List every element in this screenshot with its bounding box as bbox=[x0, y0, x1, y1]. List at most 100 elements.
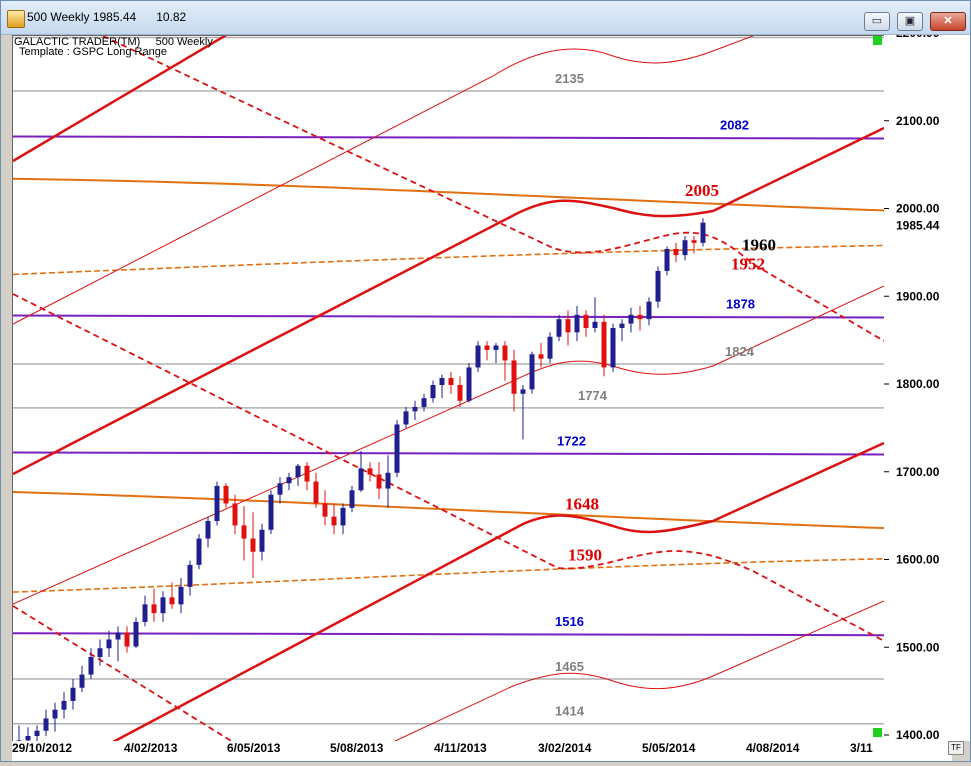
header-line-2: Template : GSPC Long Range bbox=[19, 46, 167, 58]
candle bbox=[592, 321, 598, 328]
header-line-1: GALACTIC TRADER(TM) 500 Weekly bbox=[14, 36, 213, 48]
candle bbox=[232, 503, 238, 526]
candle bbox=[340, 507, 346, 526]
x-tick-label: 4/11/2013 bbox=[434, 741, 487, 755]
level-label-1960: 1960 bbox=[742, 236, 776, 255]
level-line-2082 bbox=[13, 135, 884, 140]
level-label-2005: 2005 bbox=[685, 181, 719, 200]
candle bbox=[538, 354, 544, 359]
candle bbox=[115, 632, 121, 640]
candle bbox=[97, 648, 103, 658]
candle bbox=[385, 472, 391, 489]
candle bbox=[358, 468, 364, 491]
y-tick-label: 1900.00 bbox=[896, 289, 940, 303]
candle bbox=[259, 529, 265, 552]
candle bbox=[304, 465, 310, 482]
candle bbox=[250, 538, 256, 552]
candle bbox=[106, 639, 112, 649]
candle bbox=[169, 597, 175, 605]
candle bbox=[277, 483, 283, 495]
y-tick-label: 1400.00 bbox=[896, 728, 940, 741]
orange-curve-upper-dashed bbox=[13, 244, 884, 276]
candle bbox=[556, 319, 562, 337]
level-label-2082: 2082 bbox=[720, 118, 749, 133]
plot-area[interactable]: 2196213520822005196019521878182417741722… bbox=[12, 35, 885, 743]
x-axis-svg: 29/10/2012 4/02/2013 6/05/2013 5/08/2013 4/1… bbox=[12, 741, 873, 755]
candle bbox=[520, 389, 526, 394]
level-line-1878 bbox=[13, 314, 884, 319]
candle bbox=[547, 336, 553, 359]
close-button[interactable]: ✕ bbox=[930, 12, 966, 31]
level-label-1516: 1516 bbox=[555, 614, 584, 629]
candle bbox=[394, 424, 400, 473]
candle bbox=[601, 321, 607, 368]
status-marker-top bbox=[873, 36, 882, 45]
candle bbox=[466, 367, 472, 401]
y-tick-label: 1700.00 bbox=[896, 465, 940, 479]
candle bbox=[214, 485, 220, 522]
orange-curve-lower-dashed bbox=[13, 557, 884, 593]
level-label-1952: 1952 bbox=[731, 255, 765, 274]
candle bbox=[484, 345, 490, 350]
price-chart-svg: 2196213520822005196019521878182417741722… bbox=[13, 36, 884, 742]
minimize-button[interactable]: ▭ bbox=[864, 12, 890, 31]
red-channel-line-2 bbox=[13, 126, 884, 476]
restore-button[interactable]: ▣ bbox=[897, 12, 923, 31]
red-dashed-curve-upper bbox=[102, 36, 884, 342]
candle bbox=[241, 525, 247, 539]
y-tick-label: 1600.00 bbox=[896, 553, 940, 567]
x-axis[interactable]: 29/10/2012 4/02/2013 6/05/2013 5/08/2013 4/1… bbox=[12, 741, 952, 761]
candle bbox=[205, 521, 211, 539]
level-line-1722 bbox=[13, 451, 884, 456]
level-label-2135: 2135 bbox=[555, 71, 584, 86]
candle bbox=[268, 494, 274, 530]
level-label-1414: 1414 bbox=[555, 704, 585, 719]
candle bbox=[376, 474, 382, 489]
red-thin-line-2 bbox=[13, 285, 884, 605]
candle bbox=[655, 270, 661, 302]
orange-curve-lower bbox=[13, 491, 884, 530]
candle bbox=[313, 481, 319, 504]
candle bbox=[349, 490, 355, 508]
red-dashed-curve-lower bbox=[13, 293, 884, 642]
candle bbox=[457, 385, 463, 401]
candle bbox=[142, 604, 148, 622]
candle bbox=[223, 485, 229, 504]
x-tick-label: 29/10/2012 bbox=[12, 741, 72, 755]
candle bbox=[646, 301, 652, 320]
x-tick-label: 4/02/2013 bbox=[124, 741, 178, 755]
window-title: 500 Weekly 1985.44 10.82 bbox=[27, 10, 187, 24]
candle bbox=[196, 538, 202, 565]
red-channel-line-1 bbox=[13, 36, 228, 163]
candle bbox=[187, 564, 193, 587]
timeframe-button[interactable]: TF bbox=[948, 741, 964, 755]
candle bbox=[79, 674, 85, 688]
y-tick-label: 1500.00 bbox=[896, 640, 940, 654]
candle bbox=[493, 345, 499, 350]
candle bbox=[124, 632, 130, 647]
red-thin-line-3 bbox=[392, 600, 884, 742]
candle bbox=[619, 323, 625, 328]
candle bbox=[448, 377, 454, 385]
candle bbox=[610, 327, 616, 368]
candle bbox=[682, 240, 688, 256]
red-thin-line-1 bbox=[13, 36, 755, 325]
level-label-1648: 1648 bbox=[565, 494, 599, 513]
level-label-1878: 1878 bbox=[726, 297, 755, 312]
candle bbox=[583, 314, 589, 328]
x-tick-label: 5/08/2013 bbox=[330, 741, 384, 755]
candle bbox=[439, 377, 445, 385]
last-price-label: 1985.44 bbox=[896, 218, 940, 232]
y-axis[interactable]: 1400.00 1500.00 1600.00 1700.00 1800.00 1900.… bbox=[884, 26, 970, 742]
title-bar[interactable]: 500 Weekly 1985.44 10.82 ▭ ▣ ✕ bbox=[1, 1, 970, 35]
candle bbox=[700, 222, 706, 243]
orange-curve-upper bbox=[13, 177, 884, 212]
candle bbox=[322, 503, 328, 517]
app-icon bbox=[7, 10, 25, 28]
candle bbox=[664, 248, 670, 271]
x-tick-label: 5/05/2014 bbox=[642, 741, 696, 755]
candle bbox=[673, 248, 679, 256]
level-line-1516 bbox=[13, 632, 884, 637]
candle bbox=[70, 687, 76, 701]
